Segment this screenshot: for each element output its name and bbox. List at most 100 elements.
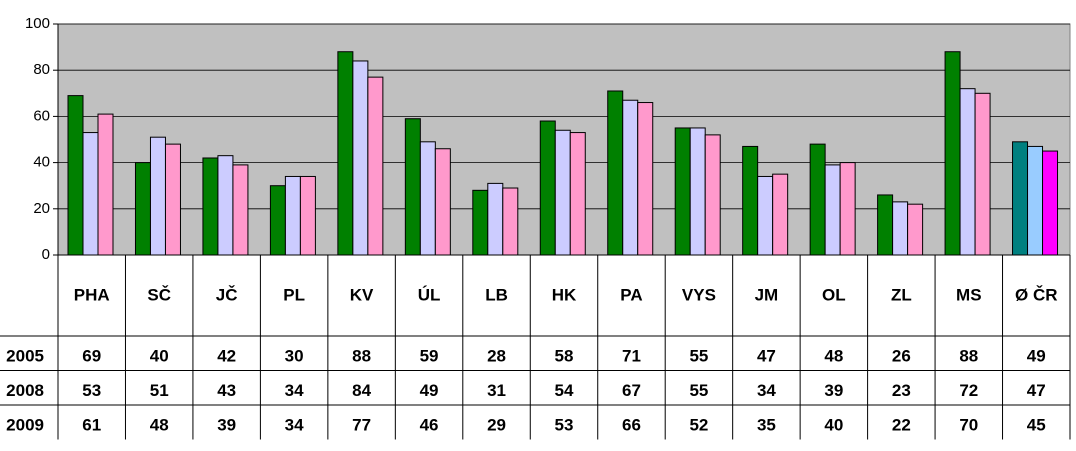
bar xyxy=(877,194,894,256)
data-label: 28 xyxy=(487,347,506,366)
bar xyxy=(607,90,624,256)
x-tick-label: HK xyxy=(552,285,577,304)
bar xyxy=(704,134,721,256)
data-label: 61 xyxy=(82,416,101,435)
data-label: 39 xyxy=(217,416,236,435)
x-tick-label: MS xyxy=(956,285,982,304)
x-tick-label: PHA xyxy=(74,285,110,304)
bar xyxy=(217,155,234,256)
x-tick-label: Ø ČR xyxy=(1015,285,1058,304)
x-tick-label: SČ xyxy=(147,285,171,304)
data-label: 35 xyxy=(757,416,776,435)
data-label: 34 xyxy=(285,381,304,400)
bar xyxy=(554,129,571,256)
bar xyxy=(299,175,316,256)
data-label: 66 xyxy=(622,416,641,435)
bar xyxy=(622,99,639,256)
data-label: 55 xyxy=(689,347,708,366)
bar xyxy=(232,164,249,256)
bar xyxy=(1027,145,1044,256)
y-tick-label: 40 xyxy=(33,154,50,171)
data-label: 26 xyxy=(892,347,911,366)
x-tick-label: JM xyxy=(755,285,779,304)
bar xyxy=(284,175,301,256)
x-tick-label: PL xyxy=(283,285,305,304)
bar xyxy=(164,143,181,256)
bar xyxy=(202,157,219,256)
bar xyxy=(689,127,706,256)
bar xyxy=(974,92,991,256)
data-label: 29 xyxy=(487,416,506,435)
bar xyxy=(352,60,369,256)
data-label: 53 xyxy=(82,381,101,400)
data-label: 49 xyxy=(1027,347,1046,366)
data-label: 53 xyxy=(555,416,574,435)
data-label: 54 xyxy=(555,381,574,400)
data-label: 48 xyxy=(824,347,843,366)
data-label: 47 xyxy=(757,347,776,366)
y-tick-label: 60 xyxy=(33,107,50,124)
bar xyxy=(404,118,421,256)
bar xyxy=(839,162,856,256)
bar xyxy=(487,182,504,256)
legend-label: 2008 xyxy=(6,381,44,400)
bar xyxy=(824,164,841,256)
bar xyxy=(772,173,789,256)
x-tick-label: JČ xyxy=(216,285,238,304)
bar xyxy=(472,189,489,256)
data-label: 77 xyxy=(352,416,371,435)
data-label: 52 xyxy=(689,416,708,435)
x-tick-label: OL xyxy=(822,285,846,304)
x-tick-label: PA xyxy=(620,285,642,304)
bar xyxy=(149,136,166,256)
bar xyxy=(367,76,384,256)
bar xyxy=(97,113,114,256)
bar xyxy=(742,145,759,256)
bar xyxy=(637,102,654,256)
bar xyxy=(907,203,924,256)
bar xyxy=(434,148,451,256)
data-label: 23 xyxy=(892,381,911,400)
legend-label: 2009 xyxy=(6,416,44,435)
data-label: 40 xyxy=(150,347,169,366)
data-label: 72 xyxy=(959,381,978,400)
data-label: 84 xyxy=(352,381,371,400)
bar xyxy=(82,132,99,256)
data-label: 55 xyxy=(689,381,708,400)
bar xyxy=(419,141,436,256)
legend-label: 2005 xyxy=(6,347,44,366)
data-label: 39 xyxy=(824,381,843,400)
data-label: 71 xyxy=(622,347,641,366)
data-label: 31 xyxy=(487,381,506,400)
bar xyxy=(944,51,961,256)
data-label: 46 xyxy=(420,416,439,435)
data-label: 42 xyxy=(217,347,236,366)
data-label: 40 xyxy=(824,416,843,435)
bar xyxy=(502,187,519,256)
x-tick-label: KV xyxy=(350,285,374,304)
data-label: 51 xyxy=(150,381,169,400)
y-tick-label: 0 xyxy=(42,246,50,263)
bar xyxy=(67,95,84,256)
data-label: 88 xyxy=(352,347,371,366)
y-tick-label: 80 xyxy=(33,61,50,78)
bar xyxy=(269,185,286,256)
data-label: 58 xyxy=(555,347,574,366)
bar xyxy=(134,162,151,256)
bar xyxy=(892,201,909,256)
x-tick-label: LB xyxy=(485,285,508,304)
data-label: 34 xyxy=(757,381,776,400)
data-label: 59 xyxy=(420,347,439,366)
x-tick-label: VYS xyxy=(682,285,716,304)
data-label: 88 xyxy=(959,347,978,366)
bar xyxy=(809,143,826,256)
data-label: 70 xyxy=(959,416,978,435)
bar xyxy=(1042,150,1059,256)
data-label: 49 xyxy=(420,381,439,400)
data-label: 43 xyxy=(217,381,236,400)
y-tick-label: 20 xyxy=(33,200,50,217)
bar xyxy=(1012,141,1029,256)
data-label: 48 xyxy=(150,416,169,435)
x-tick-label: ÚL xyxy=(418,285,441,304)
